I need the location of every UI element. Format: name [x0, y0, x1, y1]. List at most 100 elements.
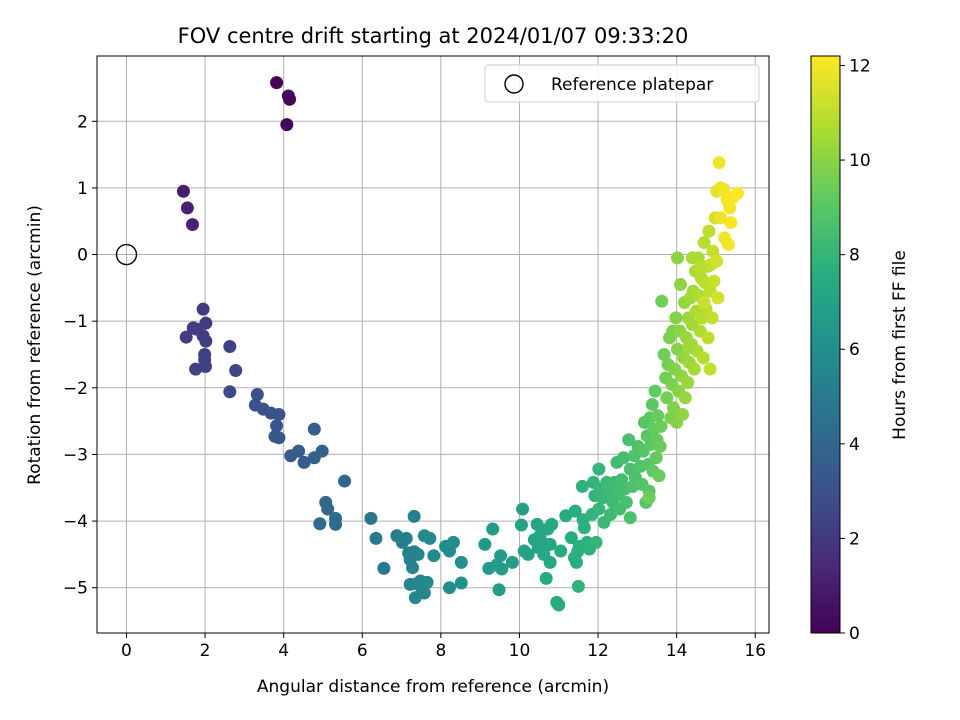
data-point [321, 502, 335, 516]
data-point [179, 330, 193, 344]
data-point [717, 182, 731, 196]
legend-marker-icon [504, 74, 524, 94]
data-point [399, 531, 413, 545]
data-point [369, 531, 383, 545]
data-point [660, 391, 674, 405]
x-tick-label: 10 [509, 641, 531, 661]
legend: Reference platepar [484, 64, 760, 103]
reference-platepar-marker [115, 243, 138, 266]
data-point [495, 562, 509, 576]
x-tick-label: 6 [357, 641, 368, 661]
colorbar-tick-label: 12 [849, 56, 871, 76]
data-point [706, 244, 720, 258]
y-tick-label: −2 [63, 379, 88, 399]
data-point [645, 397, 659, 411]
data-point [313, 517, 327, 531]
data-point [701, 331, 715, 345]
data-point [577, 521, 591, 535]
data-point [516, 502, 530, 516]
data-point [406, 561, 420, 575]
data-point [199, 316, 213, 330]
data-point [411, 547, 425, 561]
colorbar-tick-label: 2 [849, 529, 860, 549]
data-point [443, 581, 457, 595]
colorbar-gradient [810, 55, 841, 634]
data-point [223, 339, 237, 353]
data-point [554, 544, 568, 558]
legend-box [484, 64, 760, 103]
data-point [655, 294, 669, 308]
x-tick-label: 16 [744, 641, 766, 661]
data-point [364, 511, 378, 525]
chart-title: FOV centre drift starting at 2024/01/07 … [178, 24, 689, 48]
data-point [272, 407, 286, 421]
data-point [724, 216, 738, 230]
data-point [687, 362, 701, 376]
data-point [492, 583, 506, 597]
data-point [592, 462, 606, 476]
data-point [564, 531, 578, 545]
data-point [250, 387, 264, 401]
colorbar: 0 2 4 6 8 10 12 Hours from first FF file [810, 55, 910, 644]
y-axis-label: Rotation from reference (arcmin) [25, 205, 45, 485]
y-tick-label: 2 [77, 112, 88, 132]
data-point [198, 359, 212, 373]
data-point [543, 555, 557, 569]
data-point [702, 224, 716, 238]
data-point [685, 251, 699, 265]
data-point [454, 555, 468, 569]
data-point [623, 511, 637, 525]
data-point [427, 549, 441, 563]
colorbar-tick-label: 0 [849, 624, 860, 644]
data-points [176, 76, 745, 612]
colorbar-ticks: 0 2 4 6 8 10 12 [840, 56, 871, 644]
data-point [697, 236, 711, 250]
data-point [669, 311, 683, 325]
y-tick-label: −5 [63, 579, 88, 599]
data-point [703, 362, 717, 376]
data-point [705, 311, 719, 325]
data-point [408, 591, 422, 605]
data-point [545, 517, 559, 531]
data-point [681, 341, 695, 355]
data-point [543, 537, 557, 551]
data-point [723, 201, 737, 215]
data-point [592, 502, 606, 516]
y-tick-label: 0 [77, 246, 88, 266]
data-point [676, 407, 690, 421]
data-point [514, 518, 528, 532]
data-point [486, 522, 500, 536]
colorbar-tick-label: 8 [849, 246, 860, 266]
data-point [569, 555, 583, 569]
data-point [407, 509, 421, 523]
data-point [670, 251, 684, 265]
data-point [539, 571, 553, 585]
data-point [674, 278, 688, 292]
data-point [297, 455, 311, 469]
data-point [589, 535, 603, 549]
data-point [180, 201, 194, 215]
y-axis-ticks: 2 1 0 −1 −2 −3 −4 −5 [63, 112, 97, 599]
data-point [649, 451, 663, 465]
data-point [446, 535, 460, 549]
data-point [338, 474, 352, 488]
colorbar-label: Hours from first FF file [890, 250, 910, 440]
x-tick-label: 4 [278, 641, 289, 661]
data-point [653, 439, 667, 453]
data-point [712, 156, 726, 170]
data-point [652, 469, 666, 483]
data-point [697, 296, 711, 310]
data-point [552, 598, 566, 612]
data-point [478, 537, 492, 551]
colorbar-tick-label: 10 [849, 151, 871, 171]
data-point [377, 561, 391, 575]
colorbar-tick-label: 4 [849, 435, 860, 455]
data-point [315, 444, 329, 458]
data-point [617, 451, 631, 465]
data-point [619, 495, 633, 509]
data-point [307, 422, 321, 436]
data-point [329, 517, 343, 531]
data-point [714, 211, 728, 225]
y-tick-label: −1 [63, 312, 88, 332]
data-point [642, 491, 656, 505]
